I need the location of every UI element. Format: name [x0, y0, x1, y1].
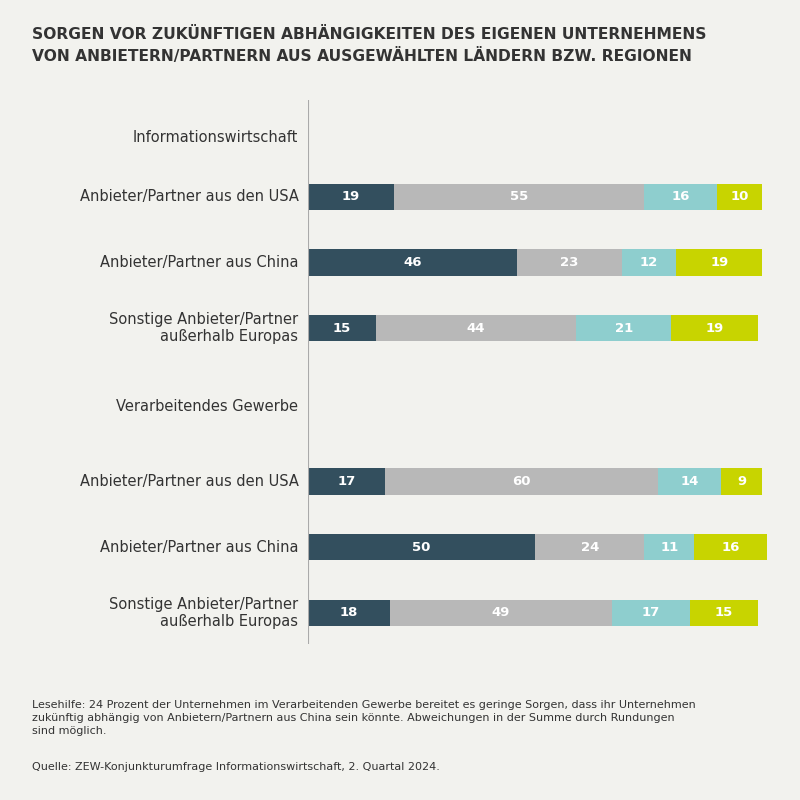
Text: 60: 60 — [512, 475, 531, 488]
Text: Anbieter/Partner aus China: Anbieter/Partner aus China — [100, 539, 298, 554]
Text: Anbieter/Partner aus China: Anbieter/Partner aus China — [100, 255, 298, 270]
Bar — [644, 534, 694, 560]
Text: 17: 17 — [642, 606, 660, 619]
Text: Lesehilfe: 24 Prozent der Unternehmen im Verarbeitenden Gewerbe bereitet es geri: Lesehilfe: 24 Prozent der Unternehmen im… — [32, 700, 696, 736]
Text: 15: 15 — [333, 322, 351, 334]
Bar — [308, 184, 394, 210]
Bar — [308, 250, 517, 276]
Text: 19: 19 — [706, 322, 724, 334]
Bar — [390, 600, 613, 626]
Text: 11: 11 — [660, 541, 678, 554]
Text: 19: 19 — [710, 256, 728, 269]
Text: 16: 16 — [722, 541, 740, 554]
Text: 46: 46 — [403, 256, 422, 269]
Text: 21: 21 — [614, 322, 633, 334]
Bar — [376, 315, 576, 342]
Bar — [658, 468, 722, 494]
Text: Sonstige Anbieter/Partner
außerhalb Europas: Sonstige Anbieter/Partner außerhalb Euro… — [110, 312, 298, 345]
Text: Informationswirtschaft: Informationswirtschaft — [133, 130, 298, 145]
Bar — [394, 184, 644, 210]
Text: 17: 17 — [338, 475, 356, 488]
Bar — [622, 250, 676, 276]
Text: 23: 23 — [560, 256, 578, 269]
Text: 55: 55 — [510, 190, 529, 203]
Bar — [676, 250, 762, 276]
Bar — [308, 468, 386, 494]
Bar — [671, 315, 758, 342]
Text: Anbieter/Partner aus den USA: Anbieter/Partner aus den USA — [79, 190, 298, 205]
Bar — [308, 534, 535, 560]
Bar — [308, 600, 390, 626]
Bar — [517, 250, 622, 276]
Text: 16: 16 — [671, 190, 690, 203]
Text: 44: 44 — [467, 322, 486, 334]
Text: Quelle: ZEW-Konjunkturumfrage Informationswirtschaft, 2. Quartal 2024.: Quelle: ZEW-Konjunkturumfrage Informatio… — [32, 762, 440, 771]
Bar — [613, 600, 690, 626]
Text: Sonstige Anbieter/Partner
außerhalb Europas: Sonstige Anbieter/Partner außerhalb Euro… — [110, 597, 298, 629]
Bar — [576, 315, 671, 342]
Text: 14: 14 — [681, 475, 699, 488]
Text: Verarbeitendes Gewerbe: Verarbeitendes Gewerbe — [116, 399, 298, 414]
Text: 49: 49 — [492, 606, 510, 619]
Bar — [308, 315, 376, 342]
Text: 10: 10 — [730, 190, 749, 203]
Text: 19: 19 — [342, 190, 360, 203]
Bar — [694, 534, 767, 560]
Bar — [722, 468, 762, 494]
Text: Anbieter/Partner aus den USA: Anbieter/Partner aus den USA — [79, 474, 298, 489]
Text: 18: 18 — [340, 606, 358, 619]
Text: SORGEN VOR ZUKÜNFTIGEN ABHÄNGIGKEITEN DES EIGENEN UNTERNEHMENS
VON ANBIETERN/PAR: SORGEN VOR ZUKÜNFTIGEN ABHÄNGIGKEITEN DE… — [32, 27, 706, 64]
Bar — [386, 468, 658, 494]
Text: 15: 15 — [714, 606, 733, 619]
Bar — [717, 184, 762, 210]
Text: 12: 12 — [640, 256, 658, 269]
Bar — [535, 534, 644, 560]
Text: 24: 24 — [581, 541, 599, 554]
Bar — [644, 184, 717, 210]
Text: 50: 50 — [413, 541, 430, 554]
Text: 9: 9 — [738, 475, 746, 488]
Bar — [690, 600, 758, 626]
